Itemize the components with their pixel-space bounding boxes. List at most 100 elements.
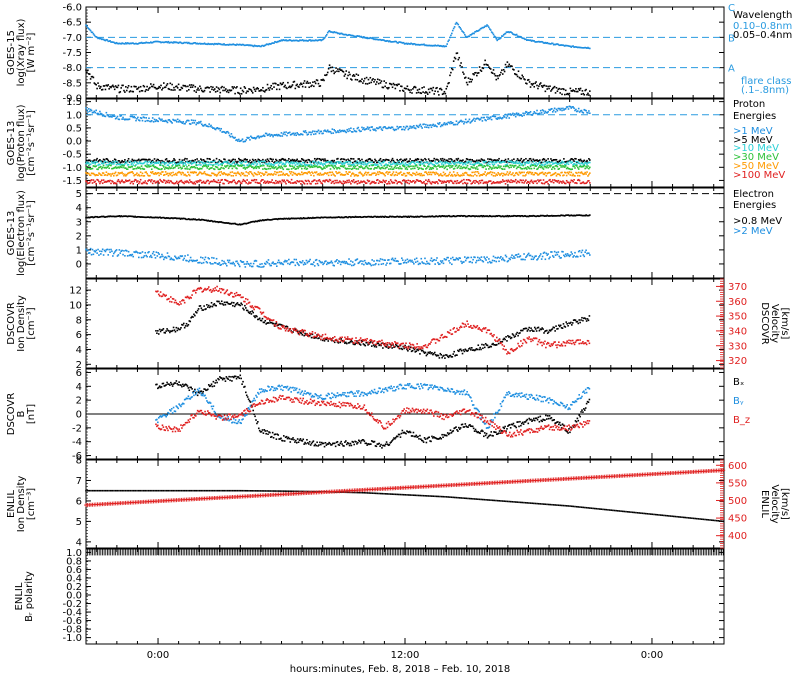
data-point: [107, 172, 110, 175]
data-point: [467, 120, 470, 123]
data-point: [565, 160, 568, 163]
data-point: [368, 126, 371, 129]
data-point: [379, 172, 382, 174]
data-point: [389, 83, 392, 85]
data-point: [394, 128, 397, 131]
data-point: [317, 161, 320, 164]
data-point: [526, 162, 529, 164]
data-point: [187, 171, 189, 174]
data-point: [468, 174, 471, 177]
data-point: [553, 159, 556, 161]
data-point: [106, 161, 109, 164]
data-point: [491, 182, 494, 184]
data-point: [237, 223, 239, 226]
data-point: [519, 77, 522, 80]
data-point: [104, 174, 107, 176]
data-point: [545, 42, 548, 45]
data-point: [547, 158, 549, 160]
data-point: [97, 82, 99, 84]
data-point: [568, 171, 571, 173]
data-point: [430, 168, 433, 170]
data-point: [539, 112, 541, 115]
data-point: [463, 162, 465, 165]
y-tick-label: 1.0: [66, 110, 82, 121]
data-point: [547, 161, 549, 163]
data-point: [322, 158, 324, 161]
data-point: [258, 90, 260, 92]
data-point: [336, 158, 338, 160]
data-point: [388, 40, 391, 42]
data-point: [473, 164, 475, 167]
data-point: [313, 217, 315, 219]
data-point: [450, 164, 452, 167]
data-point: [323, 179, 325, 182]
data-point: [137, 166, 139, 169]
data-point: [415, 161, 418, 164]
data-point: [484, 171, 486, 173]
data-point: [367, 161, 370, 164]
data-point: [480, 163, 483, 165]
data-point: [354, 78, 357, 81]
data-point: [335, 31, 337, 34]
data-point: [466, 158, 469, 161]
data-point: [526, 171, 529, 173]
data-point: [175, 121, 178, 123]
data-point: [105, 181, 108, 183]
data-point: [556, 109, 559, 112]
data-point: [311, 180, 313, 183]
data-point: [415, 179, 418, 181]
data-point: [585, 160, 587, 163]
data-point: [527, 159, 530, 162]
data-point: [486, 173, 488, 175]
data-point: [553, 162, 556, 165]
data-point: [353, 175, 356, 177]
data-point: [588, 110, 590, 112]
data-point: [92, 160, 95, 162]
data-point: [132, 116, 135, 119]
data-point: [314, 182, 317, 185]
data-point: [191, 42, 194, 45]
data-point: [463, 178, 465, 181]
data-point: [110, 41, 112, 43]
data-point: [128, 179, 131, 181]
data-point: [323, 37, 325, 40]
data-point: [278, 218, 281, 220]
data-point: [134, 160, 136, 163]
data-point: [290, 171, 293, 173]
data-point: [408, 160, 411, 162]
data-point: [379, 181, 382, 183]
data-point: [338, 161, 341, 163]
data-point: [370, 81, 373, 84]
data-point: [505, 31, 508, 33]
data-point: [235, 87, 237, 89]
data-point: [502, 180, 505, 183]
data-point: [247, 222, 249, 224]
data-point: [394, 179, 397, 182]
data-point: [190, 42, 193, 45]
data-point: [263, 45, 265, 47]
data-point: [433, 157, 436, 160]
data-point: [88, 163, 91, 166]
data-point: [326, 31, 329, 34]
data-point: [576, 172, 578, 174]
data-point: [349, 34, 351, 36]
data-point: [442, 165, 445, 167]
data-point: [211, 172, 213, 174]
data-point: [494, 36, 497, 38]
data-point: [249, 171, 251, 173]
data-point: [299, 180, 301, 182]
data-point: [150, 41, 152, 43]
data-point: [257, 135, 260, 137]
data-point: [315, 158, 318, 161]
data-point: [480, 158, 483, 160]
data-point: [124, 43, 126, 45]
data-point: [519, 159, 522, 162]
data-point: [432, 44, 435, 47]
data-point: [437, 173, 439, 175]
data-point: [493, 73, 496, 75]
data-point: [529, 39, 532, 41]
data-point: [537, 87, 539, 90]
data-point: [120, 43, 122, 45]
data-point: [489, 161, 492, 163]
data-point: [366, 167, 369, 169]
